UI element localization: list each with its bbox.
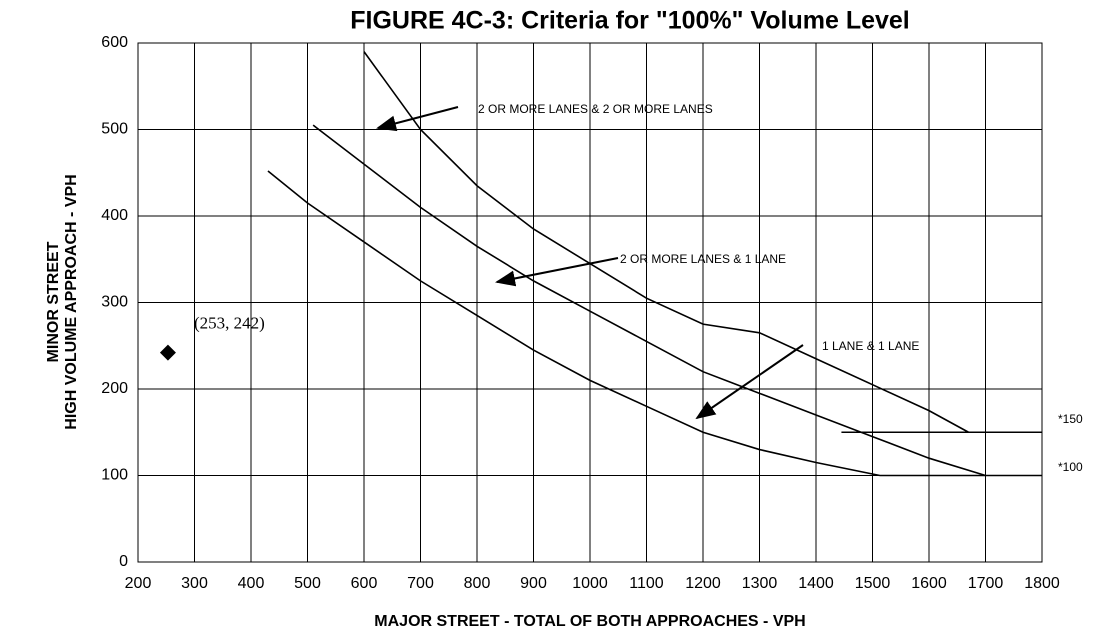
point [159,344,176,361]
x-tick-label: 1600 [911,575,947,592]
annotation-arrows [376,106,804,420]
x-tick-label: 1500 [855,575,891,592]
arrow [695,344,804,420]
y-tick-label: 300 [101,294,128,311]
x-tick-label: 1000 [572,575,608,592]
x-tick-label: 1800 [1024,575,1060,592]
y-tick-label: 500 [101,121,128,138]
series-label: 2 OR MORE LANES & 2 OR MORE LANES [478,102,713,116]
series-label: 2 OR MORE LANES & 1 LANE [620,252,786,266]
point-label: (253, 242) [194,314,265,333]
curve [363,51,969,433]
series-label: *150 [1058,412,1083,426]
chart-title: FIGURE 4C-3: Criteria for "100%" Volume … [350,7,910,35]
x-tick-label: 400 [238,575,265,592]
x-tick-label: 200 [125,575,152,592]
curve [267,170,881,477]
series-label: 1 LANE & 1 LANE [822,339,919,353]
x-tick-label: 1400 [798,575,834,592]
y-axis-label: MINOR STREET [45,241,62,362]
arrow [495,257,619,287]
x-tick-label: 300 [181,575,208,592]
series-label: *100 [1058,460,1083,474]
x-tick-label: 500 [294,575,321,592]
x-tick-label: 900 [520,575,547,592]
x-tick-label: 1700 [968,575,1004,592]
x-tick-label: 800 [464,575,491,592]
y-tick-label: 600 [101,34,128,51]
y-axis-label: HIGH VOLUME APPROACH - VPH [63,174,80,429]
curve [312,124,986,477]
y-tick-label: 400 [101,207,128,224]
x-tick-label: 700 [407,575,434,592]
arrow [376,106,459,132]
y-tick-label: 200 [101,380,128,397]
x-axis-label: MAJOR STREET - TOTAL OF BOTH APPROACHES … [374,613,805,630]
y-tick-label: 0 [119,553,128,570]
x-tick-label: 600 [351,575,378,592]
x-tick-label: 1100 [629,575,664,592]
x-tick-label: 1300 [742,575,778,592]
x-tick-label: 1200 [685,575,721,592]
y-tick-label: 100 [101,467,128,484]
